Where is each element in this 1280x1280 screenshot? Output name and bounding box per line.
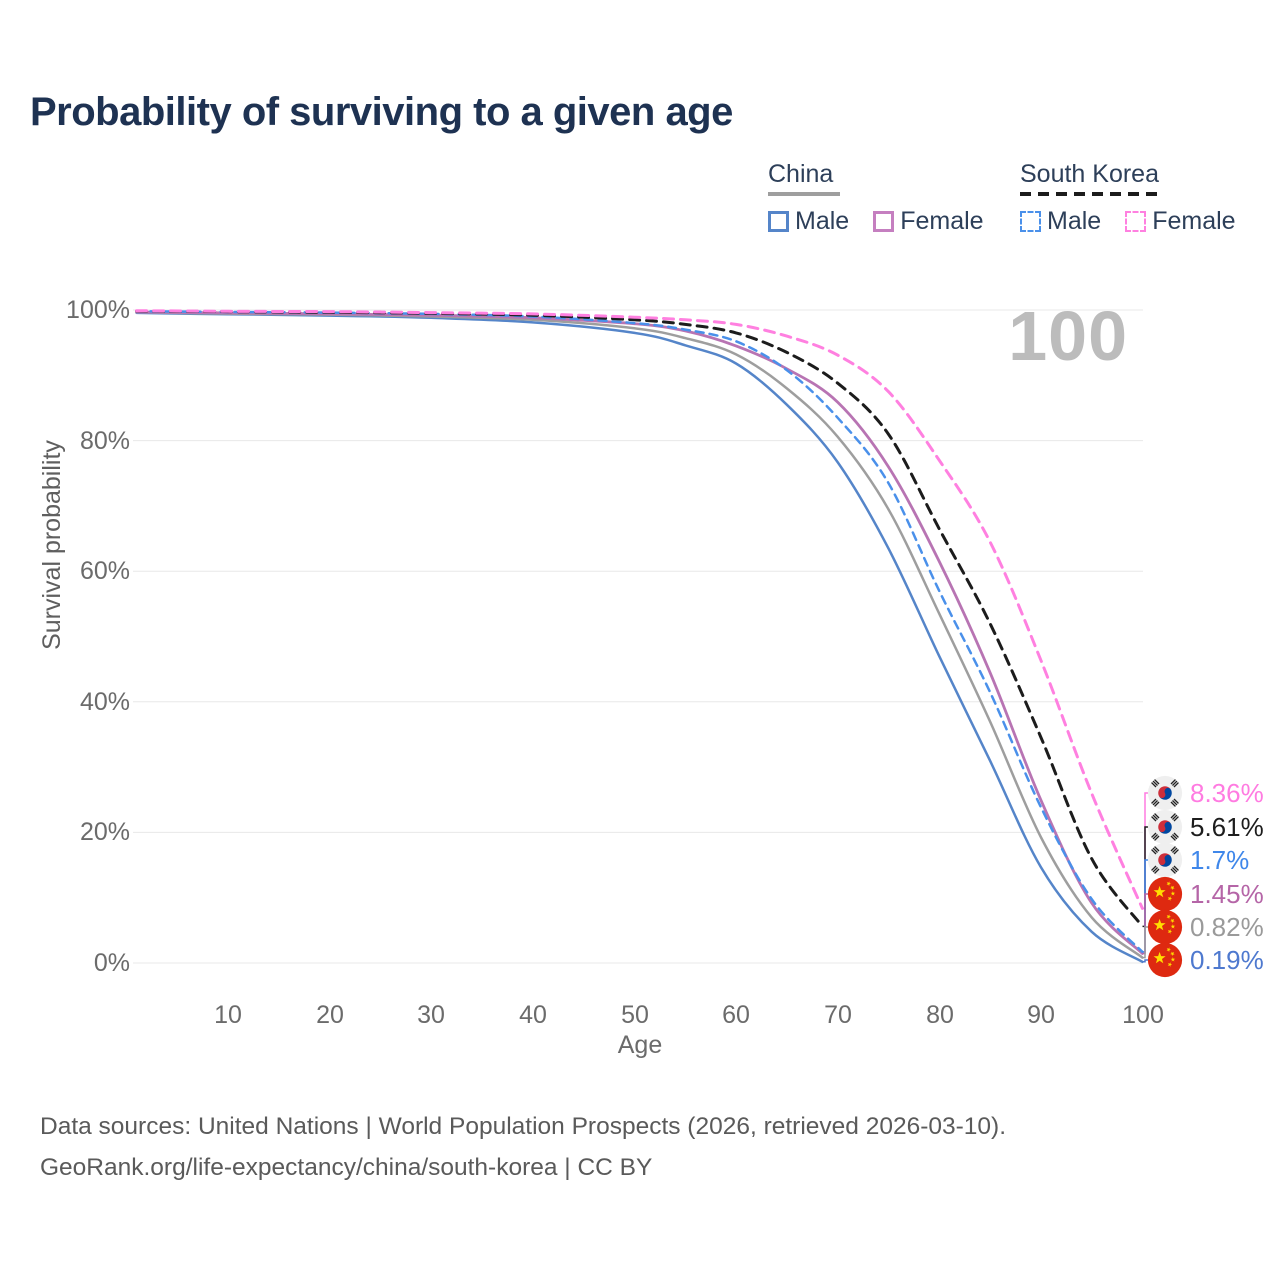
footer-sources: Data sources: United Nations | World Pop… [40,1113,1007,1140]
end-label-value: 1.7% [1190,844,1250,875]
end-label-value: 1.45% [1190,878,1264,909]
end-label-value: 8.36% [1190,777,1264,808]
legend-title-china[interactable]: China [768,160,834,188]
legend-item-south-korea-female[interactable]: Female [1125,207,1236,236]
series-line-china-male[interactable] [135,311,1144,964]
x-tick: 100 [1122,1001,1164,1029]
x-tick: 40 [519,1001,547,1029]
legend-title-south-korea[interactable]: South Korea [1020,160,1159,188]
legend-item-china-male[interactable]: Male [768,207,849,236]
x-tick: 60 [722,1001,750,1029]
china-male-swatch-icon [768,211,789,232]
leader-line [1142,926,1148,959]
legend-item-china-female[interactable]: Female [873,207,984,236]
china-flag-icon [1147,909,1183,945]
page-title: Probability of surviving to a given age [30,90,733,134]
end-label[interactable]: 8.36% [1147,774,1264,812]
legend-label: Female [900,207,984,235]
china-flag-icon [1147,942,1183,978]
x-tick: 20 [316,1001,344,1029]
end-label-value: 0.82% [1190,911,1264,942]
south-korea-flag-icon [1147,775,1183,811]
y-tick: 80% [79,427,130,455]
y-tick: 0% [93,949,130,977]
legend-label: Female [1152,207,1236,235]
legend-group-south-korea: South Korea Male Female [1020,160,1260,236]
legend-item-south-korea-male[interactable]: Male [1020,207,1101,236]
series-line-south-korea-female[interactable] [135,309,1144,910]
y-tick: 40% [79,688,130,716]
end-label[interactable]: 1.7% [1147,841,1249,879]
end-label-value: 5.61% [1190,811,1264,842]
x-tick: 70 [824,1001,852,1029]
y-tick: 60% [79,557,130,585]
x-tick: 30 [417,1001,445,1029]
legend-rule-china [768,192,840,196]
legend-rule-south-korea [1020,192,1162,196]
y-tick: 100% [66,296,130,324]
series-line-south-korea[interactable] [135,309,1144,928]
end-label[interactable]: 1.45% [1147,875,1264,913]
leader-line [1142,959,1148,963]
end-label-value: 0.19% [1190,944,1264,975]
series-line-south-korea-male[interactable] [135,310,1144,954]
south-korea-flag-icon [1147,842,1183,878]
x-tick: 90 [1027,1001,1055,1029]
end-label[interactable]: 5.61% [1147,808,1264,846]
end-label[interactable]: 0.82% [1147,908,1264,946]
south-korea-female-swatch-icon [1125,211,1147,232]
series-line-china[interactable] [135,311,1144,959]
legend-label: Male [795,207,850,235]
x-tick: 80 [926,1001,954,1029]
y-tick: 20% [79,818,130,846]
leader-lines [1142,792,1148,963]
leader-line [1142,893,1148,955]
end-label[interactable]: 0.19% [1147,941,1264,979]
gridlines [133,309,1143,964]
x-tick: 10 [214,1001,242,1029]
south-korea-male-swatch-icon [1020,211,1041,232]
legend-label: Male [1047,207,1102,235]
series-line-china-female[interactable] [135,310,1144,955]
footer: Data sources: United Nations | World Pop… [40,1106,1006,1188]
x-axis-title: Age [617,1031,663,1059]
china-flag-icon [1147,876,1183,912]
legend-group-china: China Male Female [768,160,1008,236]
china-female-swatch-icon [873,211,895,232]
south-korea-flag-icon [1147,809,1183,845]
footer-link: GeoRank.org/life-expectancy/china/south-… [40,1154,653,1181]
x-tick: 50 [621,1001,649,1029]
series-lines [135,309,1144,964]
